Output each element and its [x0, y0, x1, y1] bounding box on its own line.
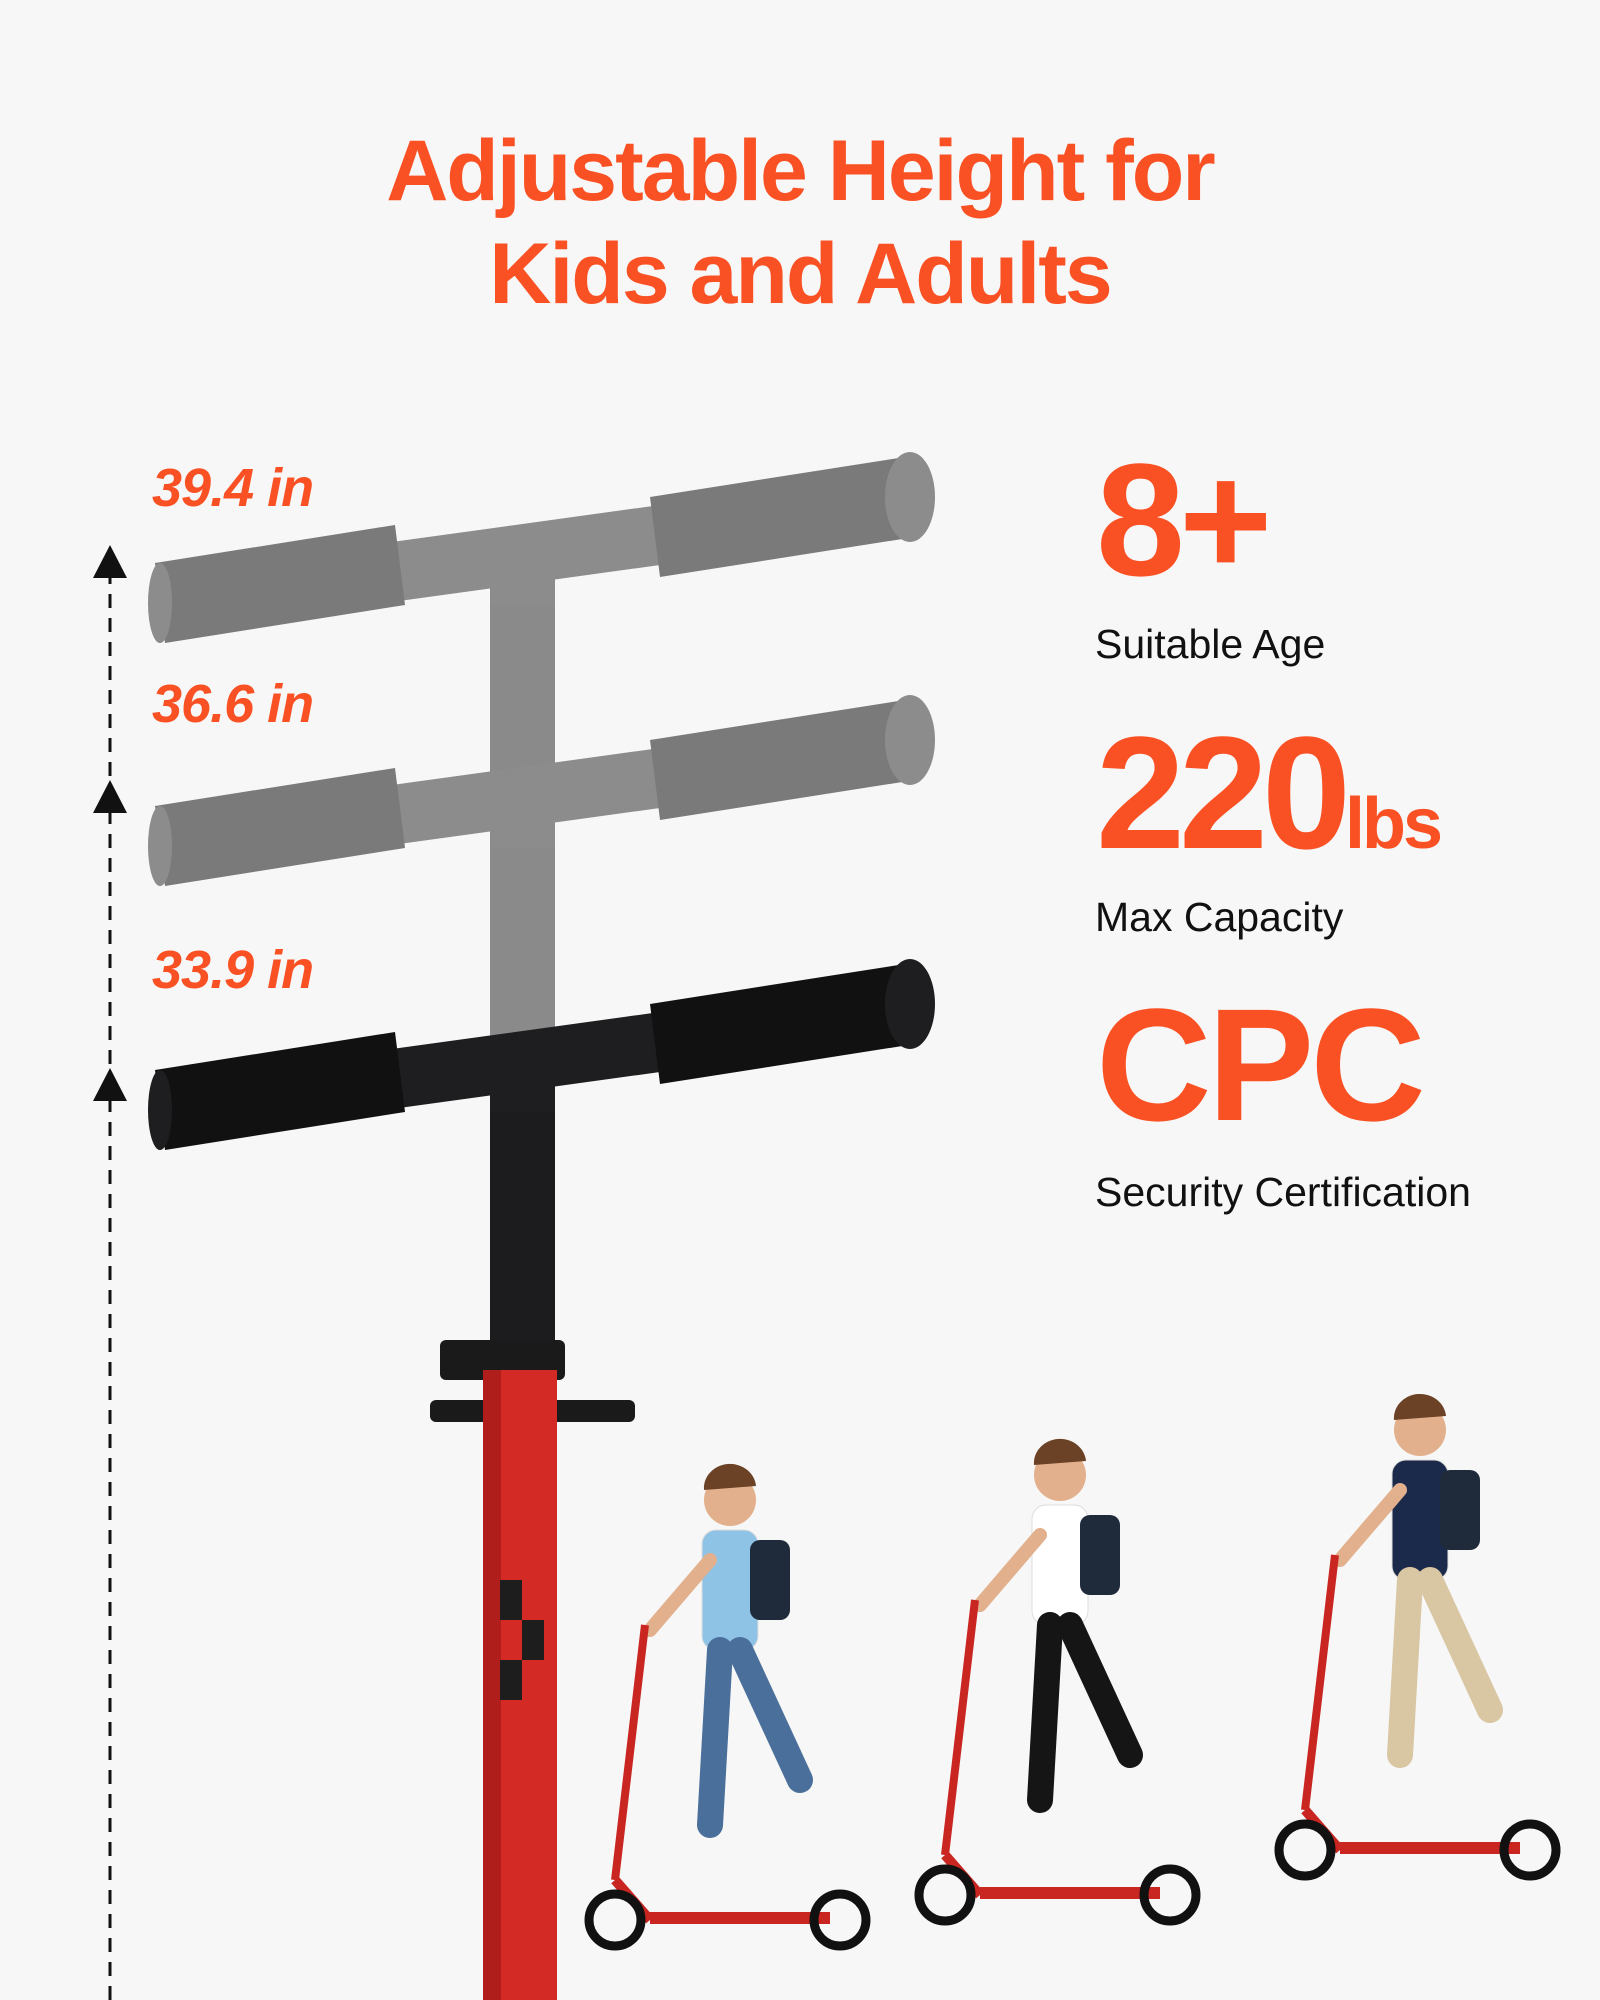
- height-label-low: 33.9 in: [152, 940, 314, 1000]
- rider-on-scooter: [914, 1438, 1201, 1926]
- page-title: Adjustable Height for Kids and Adults: [0, 120, 1600, 326]
- height-label-mid: 36.6 in: [152, 674, 314, 734]
- stat-capacity-value: 220lbs: [1096, 703, 1443, 882]
- stat-capacity-caption: Max Capacity: [1095, 894, 1344, 940]
- stat-cert-caption: Security Certification: [1095, 1169, 1471, 1215]
- handlebar: [148, 452, 935, 643]
- stat-age-value: 8+: [1096, 430, 1272, 609]
- arrow-up-icon: [93, 780, 127, 813]
- rider-on-scooter: [584, 1463, 871, 1951]
- height-label-high: 39.4 in: [152, 458, 314, 518]
- handlebar: [148, 695, 935, 886]
- stat-capacity-unit: lbs: [1344, 784, 1443, 864]
- height-arrow: [93, 545, 127, 2000]
- title-line-1: Adjustable Height for: [386, 123, 1216, 219]
- arrow-up-icon: [93, 545, 127, 578]
- arrow-up-icon: [93, 1068, 127, 1101]
- stat-cert-value: CPC: [1096, 975, 1426, 1154]
- tube-graphic: [500, 1580, 544, 1700]
- rider-on-scooter: [1274, 1393, 1561, 1881]
- title-line-2: Kids and Adults: [489, 226, 1112, 322]
- handlebar: [148, 959, 935, 1150]
- stat-age-caption: Suitable Age: [1095, 621, 1326, 667]
